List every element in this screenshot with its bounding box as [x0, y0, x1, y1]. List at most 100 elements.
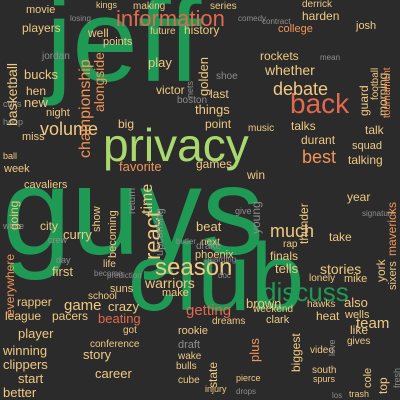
- word-movie: movie: [26, 4, 56, 16]
- word-last: last: [210, 87, 229, 101]
- word-squad: squad: [352, 140, 382, 152]
- word-cube: cube: [178, 375, 200, 386]
- word-basketball: basketball: [4, 62, 20, 126]
- word-games: games: [196, 157, 233, 171]
- word-favorite: favorite: [119, 159, 162, 174]
- word-brown: brown: [246, 296, 282, 311]
- word-colts: colts: [3, 99, 22, 109]
- word-big: big: [118, 117, 135, 131]
- word-win: win: [247, 168, 266, 182]
- word-start: start: [18, 371, 44, 386]
- word-victor: victor: [156, 83, 185, 97]
- word-things: things: [195, 102, 230, 117]
- word-bucks: bucks: [24, 67, 58, 82]
- word-got: got: [123, 325, 137, 336]
- word-harden: harden: [302, 9, 340, 23]
- word-warriors: warriors: [145, 275, 195, 291]
- word-stories: stories: [320, 261, 362, 277]
- word-conference: conference: [90, 339, 140, 350]
- word-losing: losing: [70, 14, 91, 23]
- word-year: year: [347, 190, 371, 204]
- word-show: show: [91, 206, 103, 232]
- word-back: back: [290, 88, 350, 119]
- word-suns: suns: [110, 283, 134, 295]
- word-season: season: [155, 254, 233, 281]
- word-privacy: privacy: [103, 119, 249, 171]
- word-love: love: [327, 339, 337, 356]
- word-jordan: jordan: [42, 51, 70, 62]
- word-getting: getting: [186, 302, 232, 319]
- word-clippers: clippers: [3, 357, 48, 372]
- word-york: york: [374, 259, 388, 282]
- word-life: life: [103, 259, 116, 270]
- word-becoming: becoming: [107, 210, 119, 258]
- word-pacers: pacers: [52, 309, 89, 323]
- word-doc: doc: [218, 271, 231, 280]
- word-alongside: alongside: [91, 52, 107, 112]
- word-state: state: [206, 361, 220, 388]
- word-white: white: [3, 221, 25, 231]
- word-thunder: thunder: [297, 203, 311, 244]
- word-next: next: [201, 237, 220, 248]
- word-discuss: discuss: [262, 277, 349, 307]
- word-future: future: [150, 26, 176, 37]
- word-trash: trash: [349, 389, 370, 399]
- word-prediction: prediction: [107, 271, 142, 280]
- word-drake: drake: [196, 241, 222, 252]
- word-clark: clark: [266, 314, 290, 326]
- word-day: day: [56, 255, 71, 265]
- word-hen: hen: [26, 84, 47, 98]
- word-josh: josh: [356, 20, 377, 32]
- word-lonely: lonely: [309, 273, 336, 284]
- word-wells: wells: [345, 309, 370, 321]
- word-much: much: [270, 221, 315, 241]
- word-derrick: derrick: [302, 0, 333, 10]
- word-los: los: [332, 391, 343, 400]
- word-new: new: [24, 95, 48, 110]
- word-cole: cole: [362, 367, 374, 388]
- word-club: club: [128, 224, 305, 331]
- word-music: music: [248, 123, 275, 134]
- word-team: team: [356, 315, 390, 332]
- word-talking: talking: [348, 153, 383, 167]
- word-like: like: [350, 323, 369, 337]
- word-rockets: rockets: [260, 49, 299, 63]
- word-dreams: dreams: [212, 316, 246, 327]
- word-rookie: rookie: [178, 325, 208, 337]
- word-beating: beating: [98, 311, 141, 326]
- word-jeff: jeff: [46, 0, 202, 107]
- word-draft: draft: [178, 339, 201, 351]
- word-guarding: guarding: [205, 255, 237, 264]
- word-injury: injury: [205, 384, 227, 394]
- word-make: make: [162, 287, 189, 299]
- word-night: night: [46, 107, 70, 119]
- word-crew: crew: [48, 235, 68, 245]
- word-crazy: crazy: [108, 299, 140, 314]
- word-story: story: [83, 347, 112, 362]
- word-rapper: rapper: [17, 295, 52, 309]
- word-boston: boston: [177, 95, 208, 106]
- word-making: making: [133, 1, 166, 12]
- word-well: well: [88, 26, 109, 40]
- word-whether: whether: [265, 62, 315, 78]
- word-finals: finals: [270, 249, 299, 263]
- word-school: school: [88, 291, 117, 302]
- word-history: history: [184, 23, 220, 37]
- word-talk: talk: [365, 123, 384, 137]
- word-best: best: [302, 147, 337, 167]
- word-winning: winning: [3, 343, 48, 358]
- word-college: college: [278, 23, 313, 35]
- word-volume: volume: [40, 119, 99, 139]
- word-gives: gives: [347, 336, 371, 347]
- word-bulls: bulls: [176, 361, 197, 372]
- word-spurs: spurs: [313, 374, 336, 384]
- word-contract: contract: [262, 17, 291, 26]
- word-also: also: [344, 295, 368, 310]
- word-information: information: [116, 6, 225, 31]
- word-career: career: [95, 366, 132, 381]
- word-guard: guard: [357, 85, 371, 116]
- word-better: better: [3, 385, 37, 400]
- word-curry: curry: [63, 227, 92, 242]
- word-debate: debate: [273, 79, 329, 99]
